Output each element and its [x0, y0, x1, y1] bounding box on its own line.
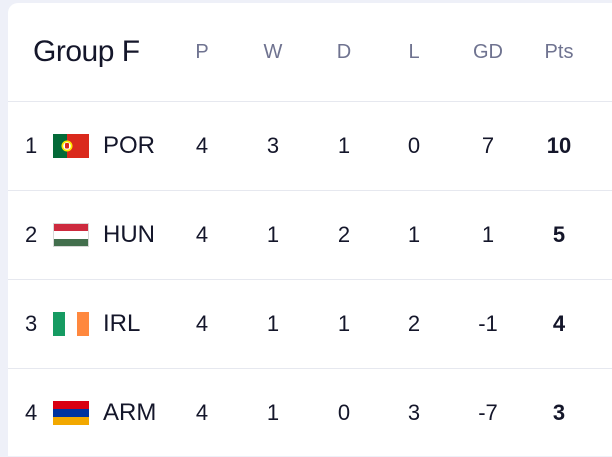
- lost-value: 1: [407, 222, 421, 247]
- standings-panel: Group F P W D L GD Pts 1 POR 4 3 1 0 7 1…: [8, 3, 612, 456]
- won-value: 1: [266, 222, 280, 247]
- table-row[interactable]: 2 HUN 4 1 2 1 1 5: [8, 190, 612, 279]
- goal-difference-value: 1: [481, 222, 495, 247]
- column-header-lost[interactable]: L: [408, 40, 420, 63]
- drawn-value: 0: [337, 400, 351, 425]
- column-header-won[interactable]: W: [263, 40, 283, 63]
- table-row[interactable]: 3 IRL 4 1 1 2 -1 4: [8, 279, 612, 368]
- group-title: Group F: [33, 35, 140, 68]
- table-row[interactable]: 1 POR 4 3 1 0 7 10: [8, 101, 612, 190]
- table-header: Group F P W D L GD Pts: [8, 3, 612, 101]
- column-header-goal-difference[interactable]: GD: [473, 40, 503, 63]
- hungary-flag-icon: [53, 223, 89, 247]
- points-value: 10: [546, 133, 572, 158]
- team-name[interactable]: HUN: [103, 221, 155, 248]
- played-value: 4: [195, 222, 209, 247]
- rank: 4: [25, 400, 38, 425]
- goal-difference-value: 7: [481, 133, 495, 158]
- column-header-drawn[interactable]: D: [336, 40, 352, 63]
- goal-difference-value: -1: [478, 311, 498, 336]
- column-header-points[interactable]: Pts: [544, 40, 574, 63]
- lost-value: 0: [407, 133, 421, 158]
- lost-value: 2: [407, 311, 421, 336]
- ireland-flag-icon: [53, 312, 89, 336]
- table-row[interactable]: 4 ARM 4 1 0 3 -7 3: [8, 368, 612, 457]
- won-value: 1: [266, 400, 280, 425]
- armenia-flag-icon: [53, 401, 89, 425]
- team-name[interactable]: IRL: [103, 310, 141, 337]
- lost-value: 3: [407, 400, 421, 425]
- played-value: 4: [195, 400, 209, 425]
- points-value: 3: [552, 400, 566, 425]
- won-value: 3: [266, 133, 280, 158]
- column-header-played[interactable]: P: [195, 40, 209, 63]
- rank: 3: [25, 311, 38, 336]
- team-name[interactable]: ARM: [103, 399, 157, 426]
- portugal-flag-icon: [53, 134, 89, 158]
- won-value: 1: [266, 311, 280, 336]
- goal-difference-value: -7: [478, 400, 498, 425]
- rank: 2: [25, 222, 38, 247]
- team-name[interactable]: POR: [103, 132, 156, 159]
- rank: 1: [25, 133, 38, 158]
- drawn-value: 1: [337, 133, 351, 158]
- played-value: 4: [195, 311, 209, 336]
- played-value: 4: [195, 133, 209, 158]
- drawn-value: 1: [337, 311, 351, 336]
- drawn-value: 2: [337, 222, 351, 247]
- points-value: 5: [552, 222, 566, 247]
- points-value: 4: [552, 311, 566, 336]
